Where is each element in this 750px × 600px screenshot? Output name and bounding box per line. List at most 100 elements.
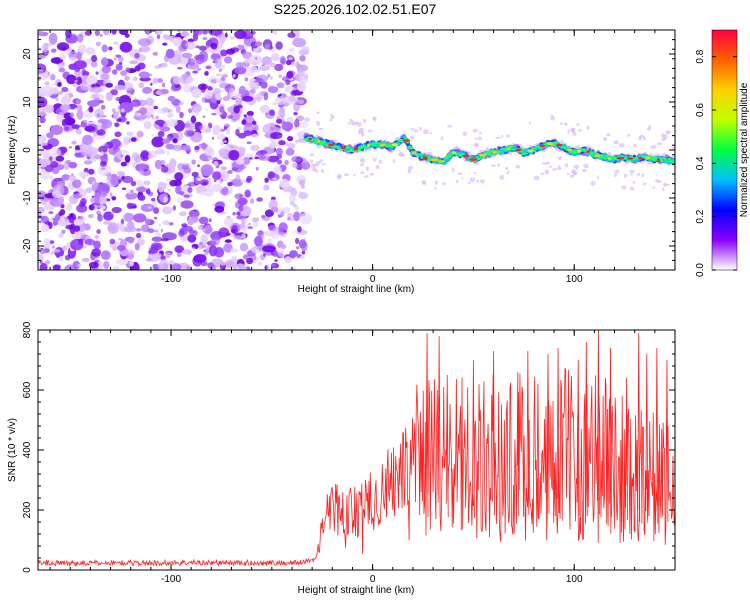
noise-speckle [223,140,227,143]
noise-speckle [151,236,163,242]
noise-speckle [90,49,94,52]
snr-series [38,330,675,568]
noise-speckle [123,226,137,233]
track-hotspot [595,154,601,157]
noise-speckle [212,171,222,181]
track-wisp [469,177,476,182]
noise-speckle [274,259,278,262]
noise-speckle [221,186,229,196]
noise-speckle [228,88,236,95]
noise-speckle [103,30,110,36]
noise-speckle [162,206,173,215]
track-wisp [570,128,575,133]
noise-speckle [160,62,168,68]
noise-speckle [38,134,45,145]
noise-speckle [105,82,113,88]
track-cell-4 [553,141,560,144]
noise-speckle [71,140,77,145]
noise-speckle [83,160,93,165]
noise-speckle [223,217,234,227]
noise-speckle [299,255,306,260]
noise-speckle [221,150,227,158]
noise-speckle [220,64,225,70]
noise-speckle [56,42,70,51]
noise-speckle [242,228,247,235]
noise-speckle [72,179,82,189]
noise-speckle [136,186,147,193]
noise-speckle [224,32,228,38]
noise-speckle [91,195,95,198]
track-hotspot [577,149,582,153]
noise-speckle [201,124,210,135]
track-wisp [479,179,485,184]
noise-speckle [276,82,285,89]
track-wisp [473,172,477,175]
noise-speckle [74,107,79,111]
track-hotspot [506,147,511,151]
noise-speckle [91,94,99,99]
noise-speckle [55,155,65,162]
noise-speckle [40,72,49,78]
track-wisp [408,165,413,170]
noise-speckle [246,175,253,182]
spectrogram-xlabel: Height of straight line (km) [298,284,415,295]
figure-title: S225.2026.102.02.51.E07 [274,1,437,17]
noise-speckle [99,195,107,206]
noise-speckle [163,196,168,203]
track-wisp [315,120,318,124]
noise-speckle [251,217,260,223]
snr-ylabel: SNR (10 * v/v) [7,418,18,482]
y-tick-label: 800 [22,321,33,338]
noise-speckle [145,97,155,106]
noise-speckle [191,159,196,165]
track-hotspot [316,140,321,143]
noise-speckle [116,118,122,122]
noise-speckle [155,65,160,70]
noise-speckle [247,226,253,230]
x-tick-label: -100 [161,574,181,585]
noise-speckle [273,30,277,35]
noise-speckle [242,254,249,260]
noise-speckle [239,223,246,229]
track-wisp [575,168,578,170]
noise-speckle [134,65,141,72]
noise-speckle [55,213,61,222]
noise-speckle [273,166,282,174]
noise-speckle [152,51,158,56]
noise-speckle [76,51,82,61]
noise-speckle [267,155,280,163]
noise-speckle [190,247,196,251]
noise-speckle [278,74,282,78]
track-wisp [441,182,446,186]
noise-speckle [136,232,142,239]
track-wisp [372,157,377,162]
track-wisp [451,167,455,173]
noise-speckle [259,149,268,155]
noise-speckle [231,255,237,260]
noise-speckle [261,214,266,219]
noise-speckle [161,82,166,88]
noise-speckle [85,47,96,55]
noise-speckle [215,73,222,77]
track-wisp [663,183,670,186]
noise-speckle [142,86,153,94]
noise-speckle [230,144,234,149]
track-wisp [633,143,638,148]
noise-speckle [129,60,139,65]
noise-speckle [238,205,244,212]
noise-speckle [156,30,163,35]
track-hotspot [462,154,470,158]
track-wisp [506,134,510,138]
noise-speckle [158,223,162,227]
noise-speckle [181,164,190,170]
track-wisp [548,165,553,168]
noise-speckle [214,58,222,69]
noise-region [38,30,313,270]
noise-speckle [277,159,282,165]
noise-speckle [155,91,162,95]
track-wisp [586,125,590,130]
noise-speckle [224,56,233,64]
colorbar-tick-label: 0.6 [695,103,706,117]
noise-speckle [61,61,65,66]
noise-speckle [214,247,225,258]
